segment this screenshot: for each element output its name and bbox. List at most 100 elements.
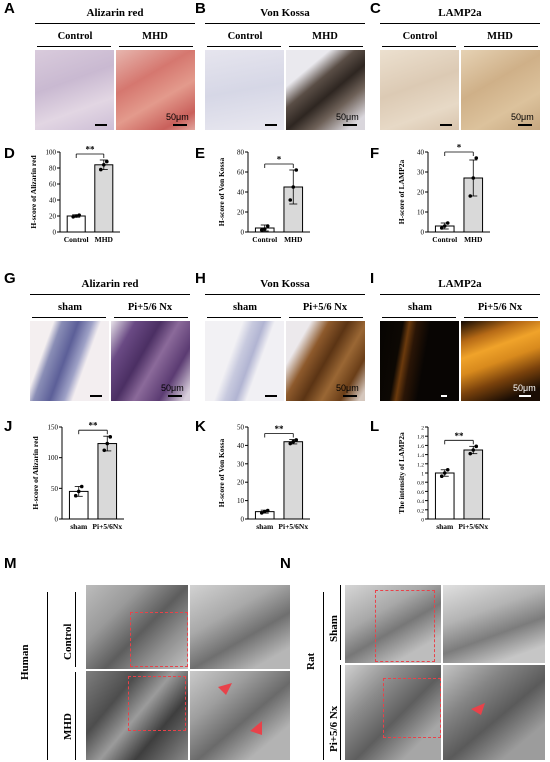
y-tick-label: 10: [417, 209, 425, 217]
x-tick-label: sham: [70, 522, 88, 531]
title-underline-a: [35, 23, 195, 24]
x-tick-label: Pi+5/6Nx: [278, 522, 308, 531]
group-label-i-1: sham: [408, 302, 432, 313]
em-human-control-low: [86, 585, 188, 669]
data-point: [265, 224, 270, 228]
data-point: [294, 168, 299, 172]
chart-k-plot: 0 10 20 30 40 50 H-score of Von Kossa sham Pi+5/…: [217, 424, 310, 531]
row-label-pi-nx: Pi+5/6 Nx: [328, 705, 340, 752]
y-tick-label: 40: [237, 442, 245, 450]
panel-label-e: E: [195, 145, 206, 162]
row-bracket-mhd: [75, 672, 76, 760]
group-underline-h-1: [207, 317, 281, 318]
data-point: [102, 448, 107, 453]
bar: [97, 443, 118, 520]
data-point: [442, 224, 447, 228]
scale-label-b: 50μm: [336, 112, 359, 122]
group-underline-g-1: [32, 317, 106, 318]
panel-label-b: B: [195, 0, 206, 17]
y-tick-label: 40: [237, 189, 245, 197]
bar: [463, 449, 484, 520]
panel-label-d: D: [4, 145, 15, 162]
micrograph-c-control: [380, 50, 459, 130]
panel-label-h: H: [195, 270, 206, 287]
panel-label-l: L: [370, 418, 380, 435]
x-tick-label: sham: [256, 522, 274, 531]
bar: [94, 164, 114, 233]
histology-title-a: Alizarin red: [86, 7, 144, 19]
y-tick-label: 2: [421, 426, 424, 432]
y-axis-label: H-score of Alizarin red: [31, 436, 40, 510]
y-tick-label: 0.6: [417, 490, 424, 496]
scale-bar-a1: [95, 124, 107, 126]
em-rat-pi-high: [443, 665, 545, 760]
panel-label-k: K: [195, 418, 206, 435]
x-tick-label: Control: [252, 235, 277, 244]
data-point: [74, 214, 78, 218]
data-point: [291, 439, 296, 444]
micrograph-h-pi: [286, 321, 365, 401]
group-underline-b-2: [289, 46, 363, 47]
panel-label-g: G: [4, 270, 16, 287]
title-underline-i: [380, 294, 540, 295]
bracket-rat: [323, 592, 324, 760]
group-label-g-1: sham: [58, 302, 82, 313]
micrograph-h-sham: [205, 321, 284, 401]
scale-bar-a2: [173, 124, 187, 126]
chart-j-plot: 0 50 100 150 H-score of Alizarin red sham Pi+5…: [31, 421, 124, 531]
species-label-human: Human: [19, 644, 31, 680]
panel-label-i: I: [370, 270, 375, 287]
group-label-b-2: MHD: [312, 31, 338, 42]
x-tick-label: Pi+5/6Nx: [458, 522, 488, 531]
y-axis-label: H-score of Von Kossa: [217, 439, 226, 508]
scale-label-a: 50μm: [166, 112, 189, 122]
arrows-rat: [471, 703, 485, 715]
group-underline-a-1: [37, 46, 111, 47]
y-tick-label: 0: [53, 229, 57, 237]
group-label-h-2: Pi+5/6 Nx: [302, 302, 348, 313]
panel-label-f: F: [370, 145, 380, 162]
data-point: [468, 194, 473, 198]
title-underline-b: [205, 23, 365, 24]
group-underline-c-2: [464, 46, 538, 47]
scale-label-c: 50μm: [511, 112, 534, 122]
scale-bar-h1: [265, 395, 277, 397]
scale-bar-g2: [168, 395, 182, 397]
species-label-rat: Rat: [305, 652, 317, 670]
arrow-icon: [218, 683, 232, 695]
data-point: [294, 438, 299, 442]
zoom-box-human-mhd: [128, 676, 186, 731]
data-point: [108, 435, 113, 439]
group-underline-h-2: [289, 317, 363, 318]
y-tick-label: 40: [417, 149, 425, 157]
y-tick-label: 50: [237, 424, 245, 432]
em-human-mhd-high: [190, 671, 290, 760]
y-tick-label: 0.8: [417, 481, 424, 487]
y-tick-label: 100: [48, 454, 59, 462]
title-underline-h: [205, 294, 365, 295]
scale-bar-c1: [440, 124, 452, 126]
x-tick-label: Pi+5/6Nx: [92, 522, 122, 531]
scale-label-i: 50μm: [513, 383, 536, 393]
data-point: [468, 451, 473, 456]
group-underline-b-1: [207, 46, 281, 47]
bar: [434, 472, 455, 520]
panel-label-c: C: [370, 0, 381, 17]
chart-d-plot: 0 20 40 60 80 100 H-score of Alizarin red Contr…: [29, 145, 120, 244]
title-underline-g: [30, 294, 190, 295]
y-tick-label: 80: [237, 149, 245, 157]
x-tick-label: MHD: [284, 235, 303, 244]
y-tick-label: 100: [46, 149, 57, 157]
panel-label-m: M: [4, 555, 17, 572]
chart-e: 0 20 40 60 80 H-score of Von Kossa Control MHD *: [217, 149, 310, 244]
data-point: [105, 159, 109, 164]
data-point: [474, 156, 479, 160]
data-point: [99, 167, 103, 172]
row-bracket-sham: [340, 585, 341, 660]
scale-label-h: 50μm: [336, 383, 359, 393]
y-tick-label: 20: [49, 213, 57, 221]
data-point: [259, 511, 264, 515]
histology-title-h: Von Kossa: [260, 278, 310, 290]
row-label-mhd: MHD: [62, 713, 74, 740]
y-tick-label: 1.2: [417, 462, 424, 468]
